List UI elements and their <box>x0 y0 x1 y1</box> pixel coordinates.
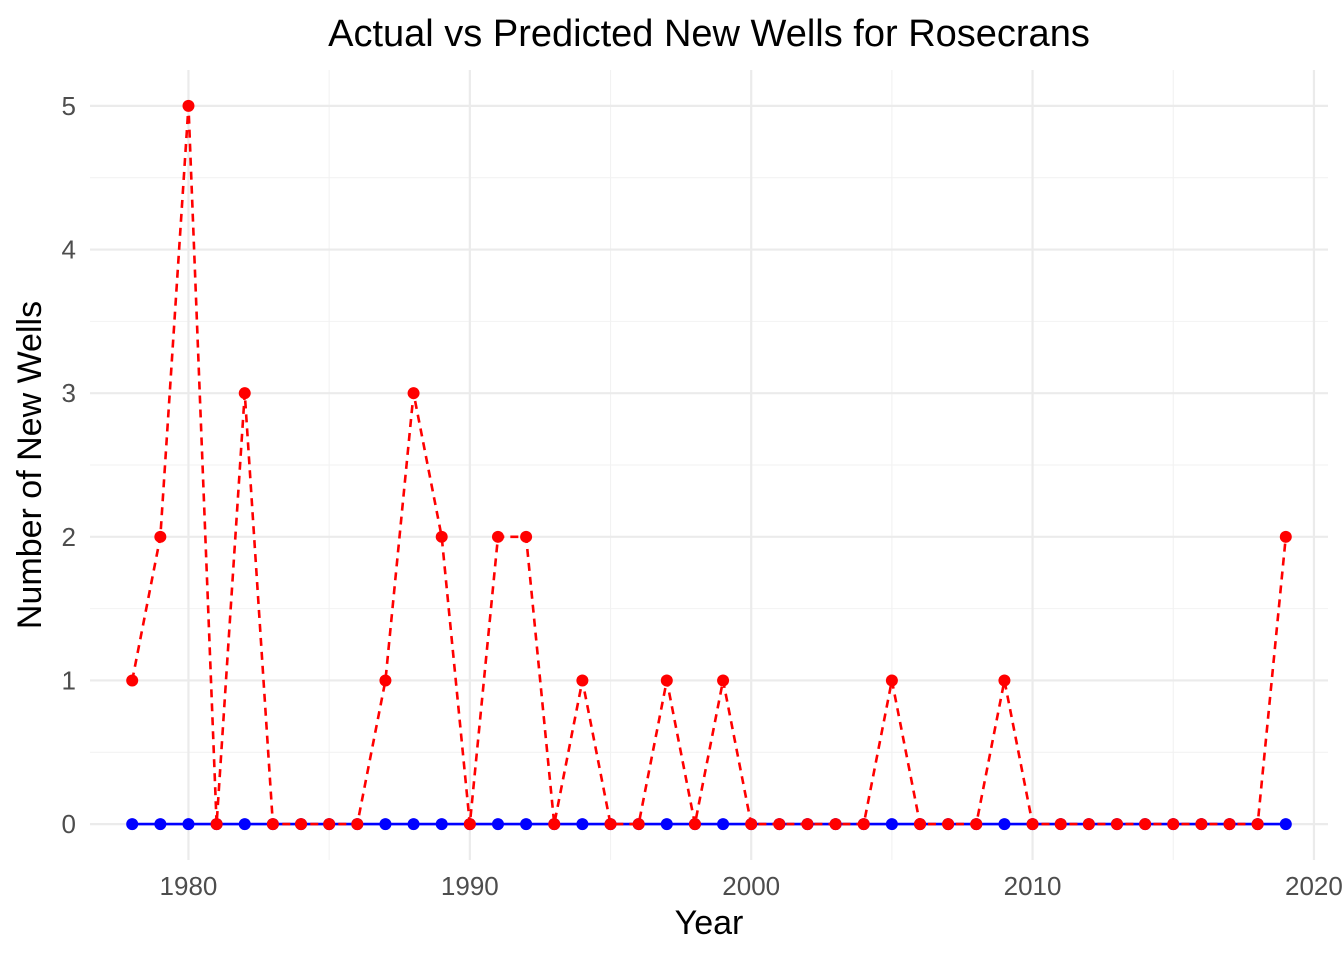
data-point <box>520 818 533 831</box>
data-point <box>266 818 279 831</box>
data-point <box>1195 818 1208 831</box>
data-point <box>379 818 392 831</box>
data-point <box>970 818 983 831</box>
data-point <box>660 674 673 687</box>
data-point <box>885 674 898 687</box>
x-tick-label: 2020 <box>1285 871 1343 901</box>
y-tick-label: 2 <box>62 522 76 552</box>
x-tick-label: 2000 <box>722 871 780 901</box>
data-point <box>126 674 139 687</box>
y-tick-label: 5 <box>62 91 76 121</box>
data-point <box>717 674 730 687</box>
data-point <box>463 818 476 831</box>
data-point <box>632 818 645 831</box>
x-tick-label: 2010 <box>1004 871 1062 901</box>
data-point <box>576 674 589 687</box>
series-layer <box>126 99 1292 831</box>
data-point <box>238 818 251 831</box>
data-point <box>126 818 139 831</box>
data-point <box>998 818 1011 831</box>
y-tick-label: 3 <box>62 378 76 408</box>
data-point <box>182 99 195 112</box>
data-point <box>323 818 336 831</box>
x-axis-title: Year <box>675 904 744 942</box>
data-point <box>491 818 504 831</box>
data-point <box>688 818 701 831</box>
data-point <box>491 530 504 543</box>
grid <box>90 70 1328 860</box>
data-point <box>520 530 533 543</box>
data-point <box>1279 818 1292 831</box>
data-point <box>604 818 617 831</box>
data-point <box>1082 818 1095 831</box>
x-tick-label: 1980 <box>160 871 218 901</box>
y-tick-label: 1 <box>62 665 76 695</box>
data-point <box>1279 530 1292 543</box>
data-point <box>1251 818 1264 831</box>
data-point <box>351 818 364 831</box>
data-point <box>885 818 898 831</box>
data-point <box>238 387 251 400</box>
data-point <box>435 818 448 831</box>
data-point <box>154 818 167 831</box>
data-point <box>1054 818 1067 831</box>
data-point <box>745 818 758 831</box>
data-point <box>1026 818 1039 831</box>
data-point <box>182 818 195 831</box>
data-point <box>942 818 955 831</box>
data-point <box>548 818 561 831</box>
y-tick-label: 4 <box>62 235 76 265</box>
data-point <box>857 818 870 831</box>
data-point <box>379 674 392 687</box>
data-point <box>1139 818 1152 831</box>
series-1 <box>126 99 1292 831</box>
data-point <box>717 818 730 831</box>
data-point <box>154 530 167 543</box>
data-point <box>998 674 1011 687</box>
y-tick-label: 0 <box>62 809 76 839</box>
data-point <box>295 818 308 831</box>
data-point <box>435 530 448 543</box>
data-point <box>576 818 589 831</box>
x-tick-label: 1990 <box>441 871 499 901</box>
data-point <box>773 818 786 831</box>
chart-title: Actual vs Predicted New Wells for Rosecr… <box>328 13 1090 55</box>
data-point <box>660 818 673 831</box>
data-point <box>1167 818 1180 831</box>
data-point <box>829 818 842 831</box>
data-point <box>210 818 223 831</box>
data-point <box>801 818 814 831</box>
tick-labels: 1980 1990 2000 2010 2020 0 1 2 3 4 5 <box>62 91 1343 901</box>
data-point <box>407 818 420 831</box>
data-point <box>1110 818 1123 831</box>
data-point <box>914 818 927 831</box>
data-point <box>1223 818 1236 831</box>
data-point <box>407 387 420 400</box>
y-axis-title: Number of New Wells <box>11 301 49 629</box>
